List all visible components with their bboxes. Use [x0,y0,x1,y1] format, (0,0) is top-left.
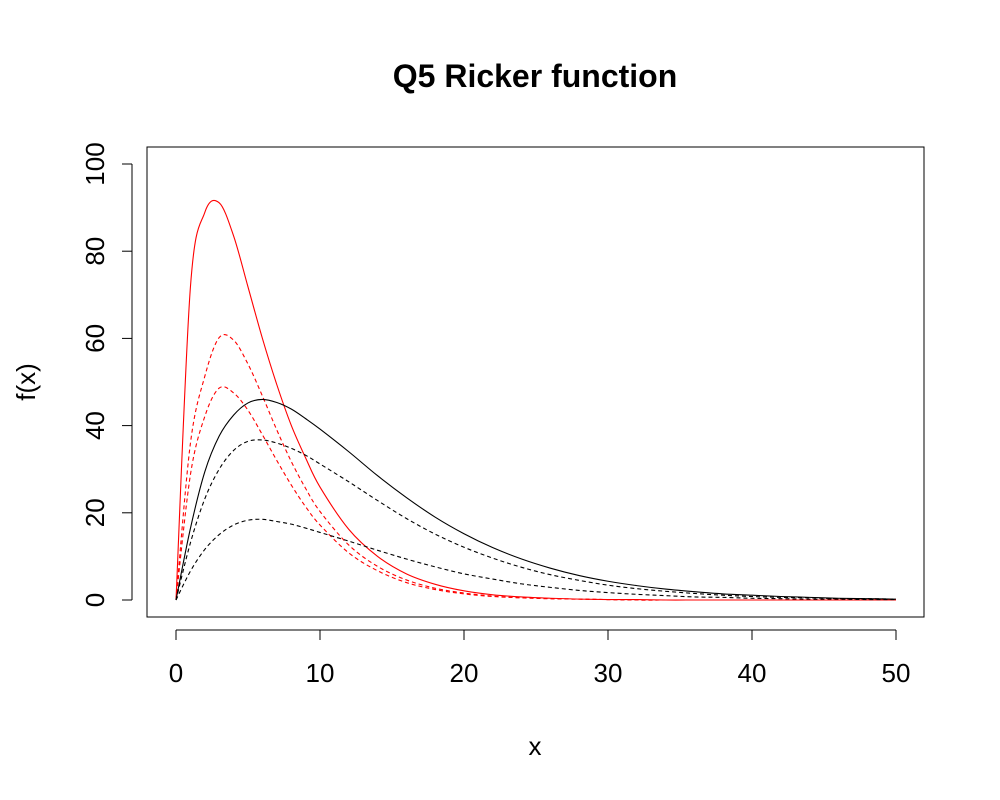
y-tick-label: 0 [80,593,110,607]
series-line-6 [175,518,897,601]
x-axis: 0 10 20 30 40 50 [169,629,911,688]
series-line-1 [175,199,896,601]
y-tick-label: 20 [80,498,110,527]
y-tick-label: 40 [80,411,110,440]
chart-title: Q5 Ricker function [393,58,678,94]
y-axis: 0 20 40 60 80 100 [80,142,133,607]
x-tick-label: 40 [738,658,767,688]
series-lines [175,199,897,601]
y-tick-label: 80 [80,237,110,266]
series-line-2 [175,333,896,601]
x-tick-label: 50 [882,658,911,688]
series-line-5 [175,439,897,601]
y-tick-label: 100 [80,142,110,185]
y-axis-label: f(x) [11,363,41,401]
x-tick-label: 20 [450,658,479,688]
plot-frame [146,146,925,618]
series-line-4 [175,398,897,601]
x-tick-label: 0 [169,658,183,688]
x-tick-label: 30 [594,658,623,688]
series-line-3 [175,386,896,601]
y-tick-label: 60 [80,324,110,353]
x-axis-label: x [529,731,542,761]
x-tick-label: 10 [306,658,335,688]
